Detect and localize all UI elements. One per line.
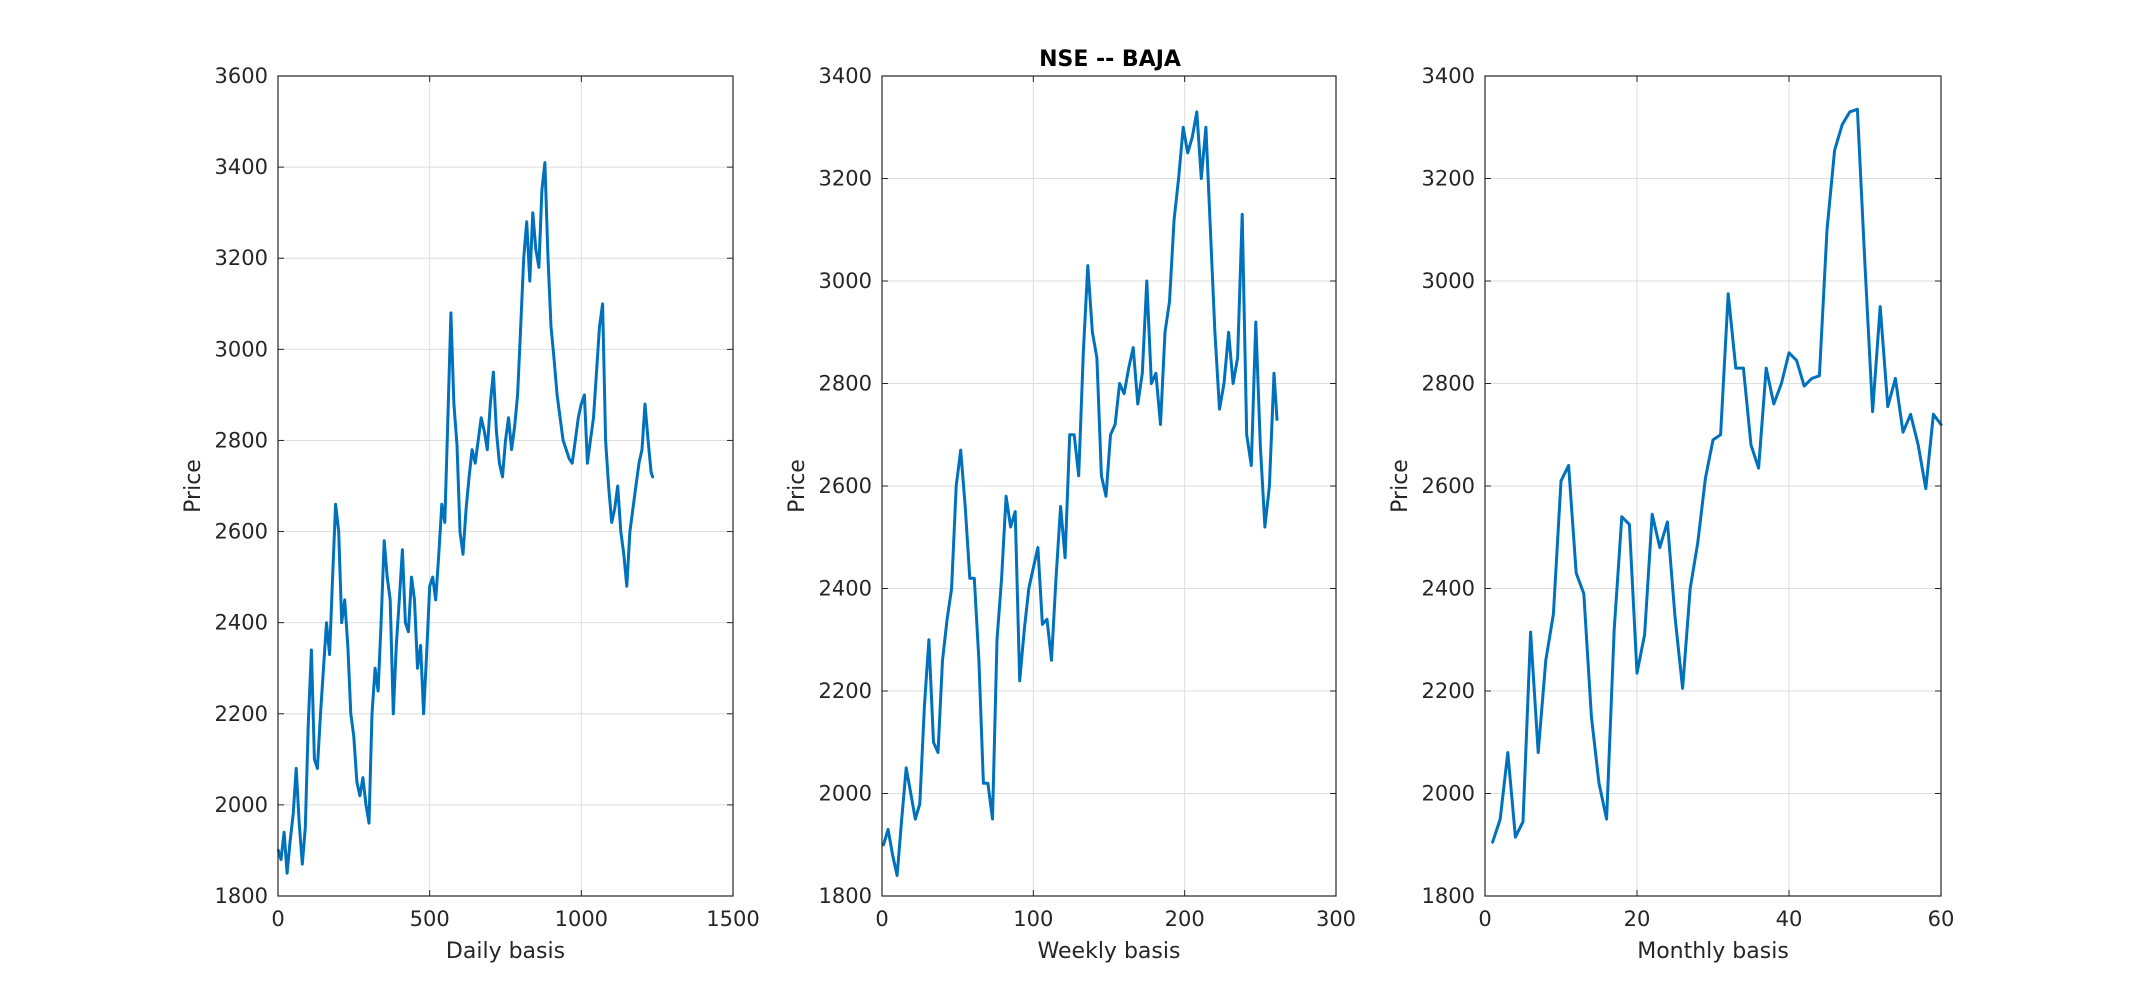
monthly-x-tick-label: 60 [1928,907,1955,931]
monthly-y-tick-label: 3200 [1422,167,1475,191]
monthly-y-tick-label: 2600 [1422,474,1475,498]
daily-y-tick-label: 3400 [215,155,268,179]
monthly-x-axis-label: Monthly basis [1637,939,1789,964]
monthly-x-tick-label: 40 [1776,907,1803,931]
daily-y-tick-label: 3200 [215,246,268,270]
figure-title: NSE -- BAJA [1039,47,1181,72]
daily-x-tick-label: 1500 [706,907,759,931]
weekly-y-tick-label: 3400 [819,64,872,88]
monthly-x-tick-label: 0 [1478,907,1491,931]
daily-y-tick-label: 2000 [215,793,268,817]
daily-x-axis-label: Daily basis [446,939,565,964]
weekly-x-tick-label: 0 [875,907,888,931]
monthly-y-axis-label: Price [1388,459,1413,513]
monthly-x-tick-label: 20 [1624,907,1651,931]
weekly-x-tick-label: 100 [1013,907,1053,931]
panel-monthly: 0 20 40 60 1800 2000 2200 2400 2600 2800 3000 3200 3… [1388,64,1954,964]
weekly-y-tick-label: 3200 [819,167,872,191]
weekly-y-tick-label: 2200 [819,679,872,703]
daily-y-tick-label: 3600 [215,64,268,88]
monthly-y-tick-label: 3000 [1422,269,1475,293]
monthly-y-tick-label: 2400 [1422,577,1475,601]
daily-y-tick-label: 2600 [215,520,268,544]
daily-y-tick-label: 3000 [215,337,268,361]
weekly-y-tick-label: 2400 [819,577,872,601]
panel-weekly: 0 100 200 300 1800 2000 2200 2400 2600 2800 3000 32… [785,64,1356,964]
weekly-y-tick-label: 2800 [819,372,872,396]
weekly-series-line [882,110,1279,877]
weekly-y-tick-label: 2000 [819,782,872,806]
panel-daily: 0 500 1000 1500 1800 2000 2200 2400 2600 2800 3000… [181,64,760,964]
monthly-y-tick-label: 1800 [1422,884,1475,908]
monthly-y-tick-label: 2800 [1422,372,1475,396]
monthly-y-tick-label: 3400 [1422,64,1475,88]
daily-y-axis-label: Price [181,459,206,513]
weekly-x-axis-label: Weekly basis [1038,939,1181,964]
weekly-x-tick-label: 300 [1316,907,1356,931]
daily-x-tick-label: 0 [271,907,284,931]
daily-series-line [276,161,655,875]
weekly-y-tick-label: 3000 [819,269,872,293]
monthly-series-line [1491,107,1943,844]
daily-x-tick-label: 500 [410,907,450,931]
daily-axes-frame [277,75,734,897]
daily-y-tick-label: 1800 [215,884,268,908]
daily-plot-area [278,76,733,896]
weekly-y-axis-label: Price [785,459,810,513]
daily-x-tick-label: 1000 [555,907,608,931]
weekly-y-tick-label: 2600 [819,474,872,498]
monthly-y-tick-label: 2000 [1422,782,1475,806]
weekly-y-tick-label: 1800 [819,884,872,908]
weekly-x-tick-label: 200 [1165,907,1205,931]
monthly-y-tick-label: 2200 [1422,679,1475,703]
daily-y-tick-label: 2800 [215,428,268,452]
daily-y-tick-label: 2200 [215,702,268,726]
daily-y-tick-label: 2400 [215,611,268,635]
